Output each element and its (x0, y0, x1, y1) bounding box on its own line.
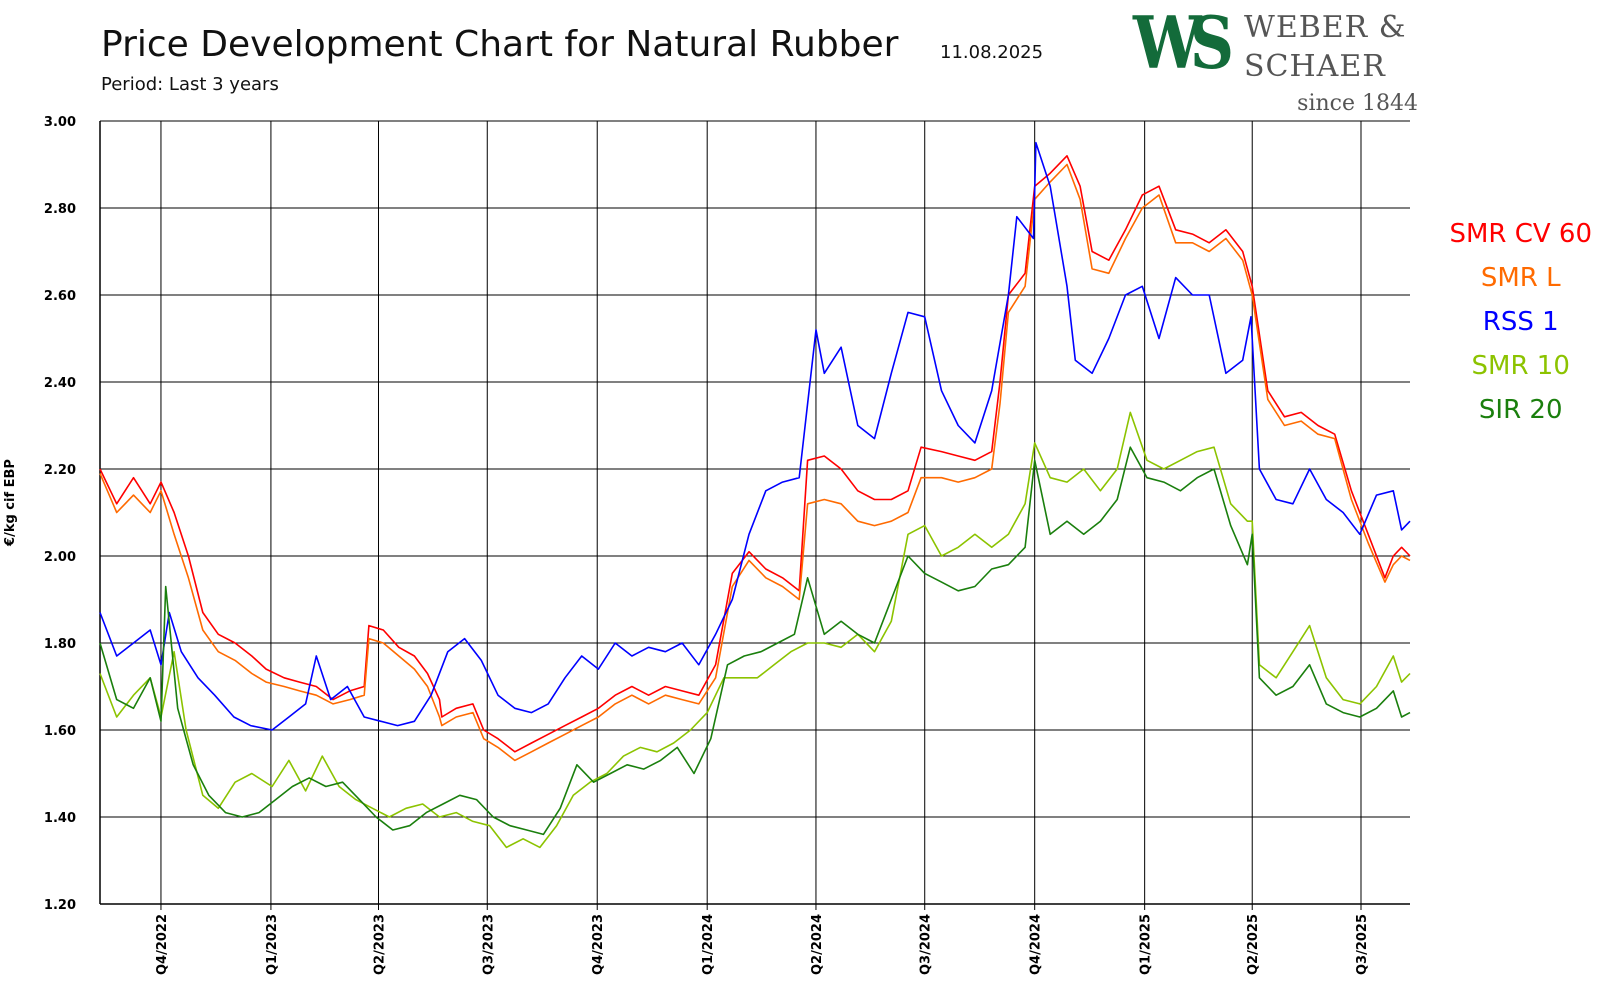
x-tick-label: Q2/2024 (810, 914, 825, 975)
y-tick-label: 1.80 (44, 637, 76, 652)
legend-item: SMR 10 (1471, 351, 1570, 381)
x-tick-label: Q2/2023 (372, 914, 387, 975)
y-tick-label: 2.40 (44, 376, 76, 391)
logo-name-line2: SCHAER (1244, 49, 1386, 84)
x-tick-label: Q4/2024 (1029, 914, 1044, 975)
chart-date: 11.08.2025 (940, 42, 1044, 63)
chart-legend: SMR CV 60 SMR L RSS 1 SMR 10 SIR 20 (1449, 212, 1592, 432)
series-line-rss-1 (99, 141, 1411, 731)
x-tick-label: Q4/2022 (155, 914, 170, 975)
x-tick-label: Q1/2023 (265, 914, 280, 975)
logo-name-line1: WEBER & (1244, 10, 1407, 45)
y-tick-label: 2.20 (44, 463, 76, 478)
chart-subtitle: Period: Last 3 years (101, 74, 279, 95)
x-tick-label: Q4/2023 (591, 914, 606, 975)
legend-item: RSS 1 (1482, 307, 1559, 337)
y-tick-label: 3.00 (44, 115, 76, 130)
legend-item: SIR 20 (1478, 395, 1563, 425)
legend-item: SMR L (1480, 263, 1561, 293)
x-tick-label: Q1/2025 (1139, 914, 1154, 975)
series-line-smr-l (99, 163, 1411, 762)
series-line-smr-10 (99, 411, 1411, 849)
logo-since: since 1844 (1297, 91, 1418, 116)
x-tick-label: Q2/2025 (1246, 914, 1261, 975)
x-tick-label: Q1/2024 (701, 914, 716, 975)
y-tick-label: 2.00 (44, 550, 76, 565)
page-title: Price Development Chart for Natural Rubb… (101, 24, 899, 65)
x-tick-label: Q3/2024 (919, 914, 934, 975)
y-tick-label: 1.20 (44, 898, 76, 913)
company-logo: WS WEBER & SCHAER since 1844 (1133, 5, 1418, 120)
legend-item: SMR CV 60 (1449, 219, 1592, 249)
logo-mark: WS (1133, 0, 1234, 85)
y-tick-label: 2.60 (44, 289, 76, 304)
x-tick-label: Q3/2025 (1355, 914, 1370, 975)
series-line-smr-cv-60 (99, 155, 1411, 753)
y-tick-label: 1.40 (44, 811, 76, 826)
y-tick-label: 2.80 (44, 202, 76, 217)
y-axis-label: €/kg cif EBP (3, 459, 18, 547)
y-tick-label: 1.60 (44, 724, 76, 739)
series-line-sir-20 (99, 446, 1411, 836)
x-tick-label: Q3/2023 (481, 914, 496, 975)
